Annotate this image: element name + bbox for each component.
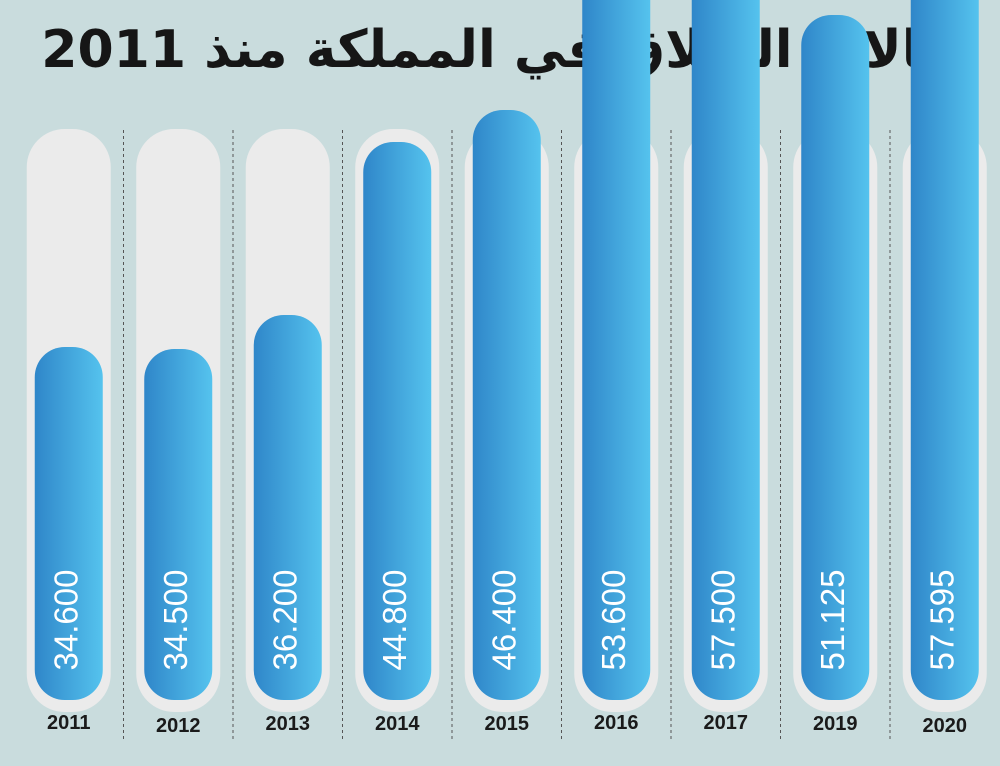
bar [691,0,760,700]
bar [144,349,213,700]
year-label: 2013 [266,713,311,735]
year-label: 2016 [594,712,639,734]
year-label: 2017 [704,712,749,734]
bar-value-label: 51.125 [814,570,851,671]
bar [472,110,541,700]
bar [34,347,103,700]
year-label: 2014 [375,713,420,735]
year-label: 2011 [47,712,90,734]
bar-value-label: 34.600 [47,570,84,671]
bar [253,315,322,700]
bar-value-label: 53.600 [595,570,632,671]
year-label: 2019 [813,713,858,735]
bar-value-label: 57.595 [923,570,960,671]
bar-value-label: 57.500 [704,570,741,671]
bar-value-label: 46.400 [485,570,522,671]
bar [801,15,870,700]
bar-value-label: 36.200 [266,570,303,671]
bar-value-label: 34.500 [157,570,194,671]
bar-value-label: 44.800 [376,570,413,671]
year-label: 2015 [485,713,530,735]
year-label: 2012 [156,715,201,737]
bar [910,0,979,700]
bar [363,142,432,700]
year-label: 2020 [923,715,968,737]
bar [582,0,651,700]
